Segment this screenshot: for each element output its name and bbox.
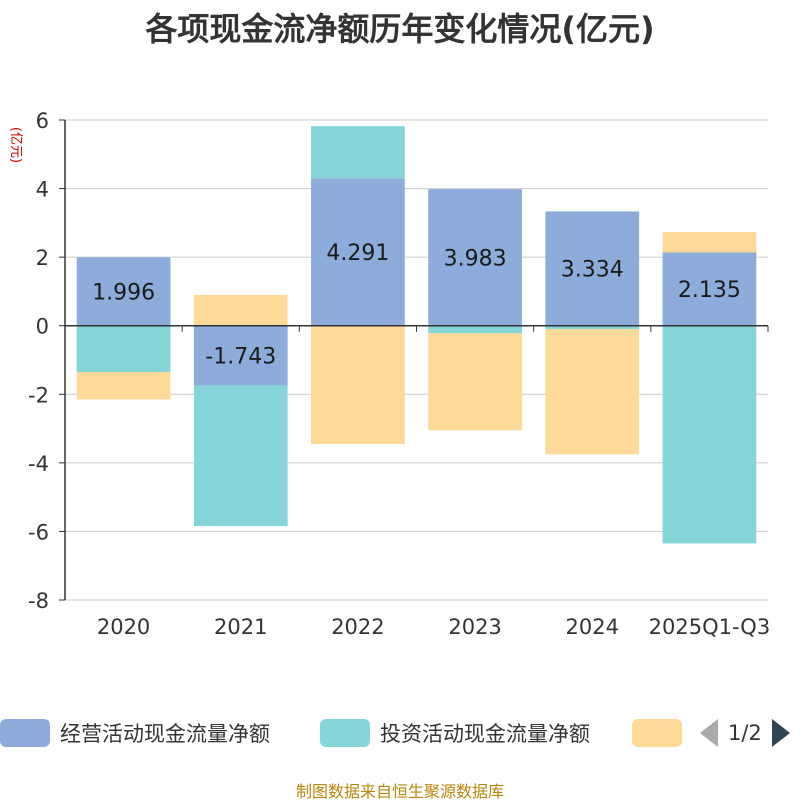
bar-2024-series-0[interactable] — [545, 211, 640, 326]
bar-2022-series-0[interactable] — [311, 178, 405, 326]
legend-pager: 1/2 — [700, 716, 790, 750]
bar-2023-series-0[interactable] — [428, 189, 522, 326]
y-tick-label: -6 — [28, 520, 49, 544]
y-tick-label: -2 — [28, 383, 49, 407]
bar-2020-series-1[interactable] — [76, 325, 171, 372]
legend-item-operating[interactable]: 经营活动现金流量净额 — [0, 716, 270, 750]
bar-2020-series-2[interactable] — [76, 372, 171, 400]
legend-label-operating: 经营活动现金流量净额 — [60, 722, 270, 746]
legend-swatch-financing — [632, 719, 682, 747]
bar-2021-series-2[interactable] — [193, 294, 288, 326]
data-label: 2.135 — [678, 278, 741, 303]
x-tick-label: 2025Q1-Q3 — [649, 615, 771, 639]
x-tick-label: 2023 — [448, 615, 501, 639]
pager-prev-icon[interactable] — [700, 719, 718, 747]
pager-text: 1/2 — [728, 721, 762, 745]
y-tick-label: 6 — [36, 109, 49, 133]
bar-2022-series-2[interactable] — [311, 325, 405, 444]
y-tick-label: -4 — [28, 452, 49, 476]
chart-title: 各项现金流净额历年变化情况(亿元) — [145, 10, 655, 48]
data-label: 3.983 — [444, 246, 507, 271]
bar-2022-series-1[interactable] — [311, 126, 405, 179]
data-label: 1.996 — [92, 280, 155, 305]
legend: 经营活动现金流量净额 投资活动现金流量净额 — [0, 716, 800, 750]
data-label: -1.743 — [205, 345, 276, 370]
legend-swatch-operating — [0, 719, 50, 747]
bar-2023-series-2[interactable] — [428, 333, 522, 431]
y-tick-label: -8 — [28, 589, 49, 613]
x-tick-label: 2020 — [97, 615, 150, 639]
bar-2024-series-2[interactable] — [545, 329, 640, 455]
bar-2024-series-1[interactable] — [545, 325, 640, 330]
legend-label-investing: 投资活动现金流量净额 — [380, 722, 590, 746]
bar-2021-series-0[interactable] — [193, 325, 288, 386]
y-axis-label: (亿元) — [8, 127, 23, 163]
x-tick-label: 2021 — [214, 615, 267, 639]
source-note: 制图数据来自恒生聚源数据库 — [295, 782, 504, 801]
x-tick-label: 2022 — [331, 615, 384, 639]
y-tick-label: 4 — [36, 178, 49, 202]
bar-2025Q1-Q3-series-0[interactable] — [662, 252, 757, 326]
x-tick-label: 2024 — [566, 615, 619, 639]
legend-item-financing[interactable] — [632, 716, 682, 750]
legend-item-investing[interactable]: 投资活动现金流量净额 — [320, 716, 590, 750]
bar-2025Q1-Q3-series-1[interactable] — [662, 325, 757, 544]
y-tick-label: 2 — [36, 246, 49, 270]
data-label: 4.291 — [326, 241, 389, 266]
pager-next-icon[interactable] — [771, 719, 790, 747]
data-label: 3.334 — [561, 258, 624, 283]
bar-2021-series-1[interactable] — [193, 385, 288, 527]
bar-2023-series-1[interactable] — [428, 325, 522, 334]
y-tick-label: 0 — [36, 315, 49, 339]
bar-2025Q1-Q3-series-2[interactable] — [662, 231, 757, 253]
chart-plot: (亿元) 6 4 2 0 -2 -4 -6 -8 2020 2021 2022 2023 2024 202… — [8, 109, 771, 639]
legend-swatch-investing — [320, 719, 370, 747]
bar-2020-series-0[interactable] — [76, 257, 171, 326]
